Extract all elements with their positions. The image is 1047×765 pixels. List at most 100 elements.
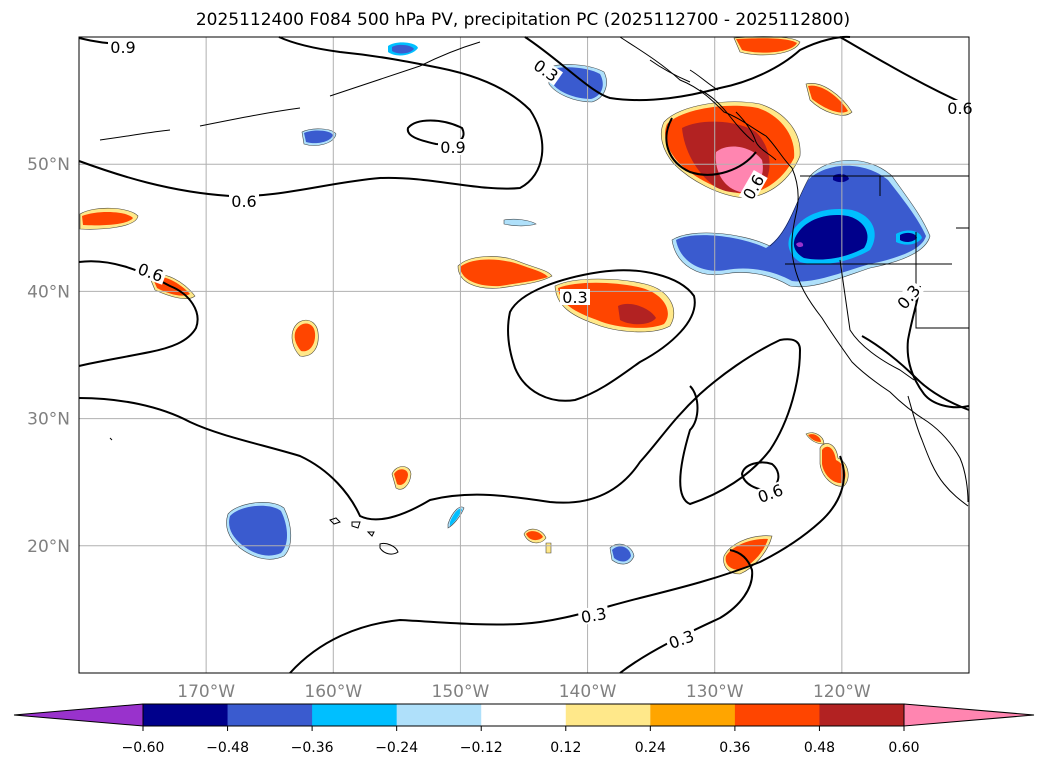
coastline-segment (419, 41, 481, 67)
precip-anomaly-area (460, 259, 548, 287)
lon-tick-label: 150°W (432, 682, 490, 702)
precip-anomaly-area (618, 303, 656, 325)
coastlines (99, 36, 969, 555)
pv-contour-line (506, 269, 696, 402)
coastline-segment (109, 437, 113, 441)
lon-tick-label: 170°W (177, 682, 235, 702)
coastline-segment (379, 543, 399, 555)
coastline-segment (329, 517, 341, 525)
contour-label-group: 0.6 (229, 192, 259, 211)
coastline-segment (907, 395, 969, 507)
coastline-segment (699, 89, 755, 143)
coastline-segment (351, 521, 361, 529)
contour-label-bg (945, 100, 975, 116)
longitude-tick-labels: 170°W 160°W 150°W 140°W 130°W 120°W (177, 682, 871, 702)
precip-anomaly-area (612, 546, 631, 562)
contour-label-bg (664, 626, 699, 652)
contour-label-bg (753, 480, 788, 506)
precip-anomaly-area (394, 469, 408, 485)
precip-anomaly-edge (545, 542, 552, 554)
pv-contour-line (740, 461, 780, 492)
lon-tick-label: 120°W (813, 682, 871, 702)
contour-label-bg (577, 604, 610, 626)
colorbar-tick-label: 0.24 (635, 740, 666, 756)
lon-tick-label: 140°W (559, 682, 617, 702)
colorbar-tick-label: 0.60 (888, 740, 919, 756)
pv-contour-line (861, 335, 970, 411)
contour-label-bg (438, 139, 468, 155)
pv-contour-line (665, 117, 757, 176)
contour-label: 0.6 (231, 192, 256, 211)
precip-anomaly-area (526, 531, 543, 541)
contour-label-bg (892, 280, 925, 314)
lat-tick-label: 40°N (27, 282, 70, 302)
precip-anomaly-edge (391, 466, 412, 490)
coastline-segment (735, 111, 777, 161)
precip-anomaly-edge (805, 83, 853, 116)
colorbar-segment (143, 704, 229, 726)
precip-anomaly-area (808, 434, 821, 442)
coastline-segment (329, 65, 421, 97)
colorbar-tick-label: −0.12 (460, 740, 503, 756)
precip-anomaly-area (546, 543, 551, 553)
contour-label: 0.9 (110, 38, 135, 57)
contour-label-bg (529, 55, 564, 86)
colorbar-tick-label: 0.36 (719, 740, 750, 756)
contour-label-group: 0.9 (438, 138, 468, 157)
precip-anomaly-edge (523, 528, 547, 544)
precip-anomaly-edge (447, 506, 465, 529)
precip-anomaly-area (725, 538, 768, 570)
colorbar-segment (565, 704, 651, 726)
contour-label: 0.3 (562, 288, 587, 307)
precip-anomaly-area (736, 38, 797, 53)
coastline-segment (99, 129, 171, 141)
coastline-segment (915, 232, 969, 329)
colorbar-frame (142, 703, 905, 727)
coastline-segment (199, 107, 301, 127)
precip-anomaly-area (229, 505, 288, 556)
lat-tick-label: 20°N (27, 537, 70, 557)
precip-anomaly-area (550, 67, 603, 99)
pv-contour-line (78, 260, 199, 367)
contour-label-group: 0.3 (577, 604, 610, 627)
map-background (79, 37, 969, 673)
pv-contour-line (524, 35, 851, 102)
contour-label-group: 0.9 (108, 38, 138, 57)
precip-anomaly-edge (547, 64, 607, 103)
coastline-segment (839, 259, 915, 381)
precip-anomaly-edge (79, 207, 139, 230)
precip-anomaly-area (294, 323, 316, 352)
precip-anomaly-area (796, 242, 804, 248)
precip-anomaly-edge (819, 443, 849, 487)
precip-anomaly-edge (671, 159, 931, 288)
precip-anomaly-edge (554, 278, 675, 333)
precip-anomaly-edge (503, 218, 537, 227)
precip-anomaly-area (808, 85, 848, 113)
lat-tick-label: 30°N (27, 410, 70, 430)
colorbar-tick-label: −0.36 (291, 740, 334, 756)
contour-label-bg (229, 193, 259, 209)
contour-label-group: 0.6 (945, 99, 975, 118)
pv-contour-line (619, 549, 754, 674)
precipitation-shading (79, 36, 931, 575)
precip-anomaly-area (793, 214, 868, 260)
contour-label-bg (560, 289, 590, 305)
contour-label-bg (738, 170, 768, 204)
colorbar-segment (819, 704, 905, 726)
precip-anomaly-area (392, 44, 414, 54)
contour-label: 0.9 (440, 138, 465, 157)
graticule (79, 37, 969, 673)
contour-label: 0.6 (947, 99, 972, 118)
precip-anomaly-edge (301, 128, 337, 146)
colorbar-tick-label: −0.48 (206, 740, 249, 756)
colorbar: −0.60 −0.48 −0.36 −0.24 −0.12 0.12 0.24 0.36 0.4… (13, 703, 1035, 756)
precip-anomaly-edge (609, 543, 635, 565)
pv-contour-line (289, 455, 845, 674)
colorbar-segment (396, 704, 482, 726)
precip-anomaly-edge (291, 319, 319, 357)
colorbar-segment (734, 704, 820, 726)
contour-label-bg (133, 259, 168, 285)
contour-label: 0.3 (580, 604, 608, 627)
precip-anomaly-area (822, 446, 846, 484)
